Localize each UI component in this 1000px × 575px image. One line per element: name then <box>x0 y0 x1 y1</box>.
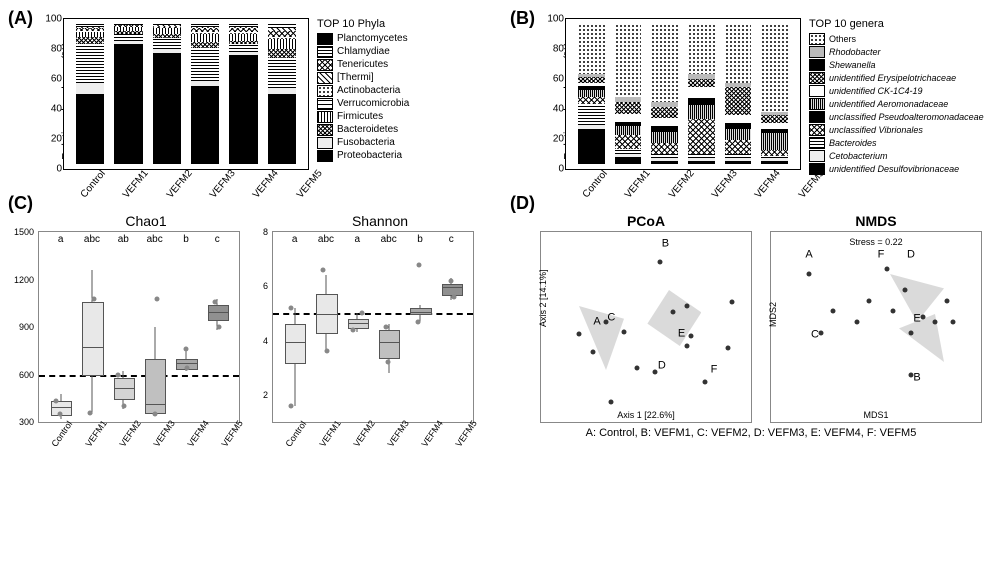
panel-a: (A) Relative abundance (%) 020406080100 … <box>8 8 490 183</box>
chao1-title: Chao1 <box>38 213 254 229</box>
panel-c: (C) Chao1 30060090012001500 aabcababcbc … <box>8 193 490 439</box>
pcoa-ylabel: Axis 2 [14.1%] <box>538 269 548 327</box>
panel-c-label: (C) <box>8 193 33 214</box>
panel-a-bars: 020406080100 <box>63 18 309 170</box>
nmds-plot: Stress = 0.22 ABCDEF MDS1 MDS2 <box>770 231 982 423</box>
panel-d: (D) PCoA ABCDEF Axis 1 [22.6%] Axis 2 [1… <box>510 193 992 439</box>
pcoa-xlabel: Axis 1 [22.6%] <box>541 410 751 420</box>
pcoa-title: PCoA <box>540 213 752 229</box>
nmds-xlabel: MDS1 <box>771 410 981 420</box>
panel-a-label: (A) <box>8 8 33 29</box>
panel-a-legend: TOP 10 Phyla PlanctomycetesChlamydiaeTen… <box>317 18 409 163</box>
shannon-title: Shannon <box>272 213 488 229</box>
nmds-ylabel: MDS2 <box>768 302 778 327</box>
genera-legend-title: TOP 10 genera <box>809 18 984 31</box>
panel-b: (B) Relative abundance (%) 020406080100 … <box>510 8 992 183</box>
panel-b-label: (B) <box>510 8 535 29</box>
figure-grid: (A) Relative abundance (%) 020406080100 … <box>8 8 992 439</box>
panel-d-key: A: Control, B: VEFM1, C: VEFM2, D: VEFM3… <box>510 427 992 439</box>
panel-d-label: (D) <box>510 193 535 214</box>
panel-b-legend: TOP 10 genera OthersRhodobacterShewanell… <box>809 18 984 176</box>
panel-b-bars: 020406080100 <box>565 18 801 170</box>
phyla-legend-title: TOP 10 Phyla <box>317 18 409 31</box>
nmds-title: NMDS <box>770 213 982 229</box>
shannon-plot: 2468 aabcaabcbc <box>272 231 474 423</box>
chao1-plot: 30060090012001500 aabcababcbc <box>38 231 240 423</box>
pcoa-plot: ABCDEF Axis 1 [22.6%] Axis 2 [14.1%] <box>540 231 752 423</box>
